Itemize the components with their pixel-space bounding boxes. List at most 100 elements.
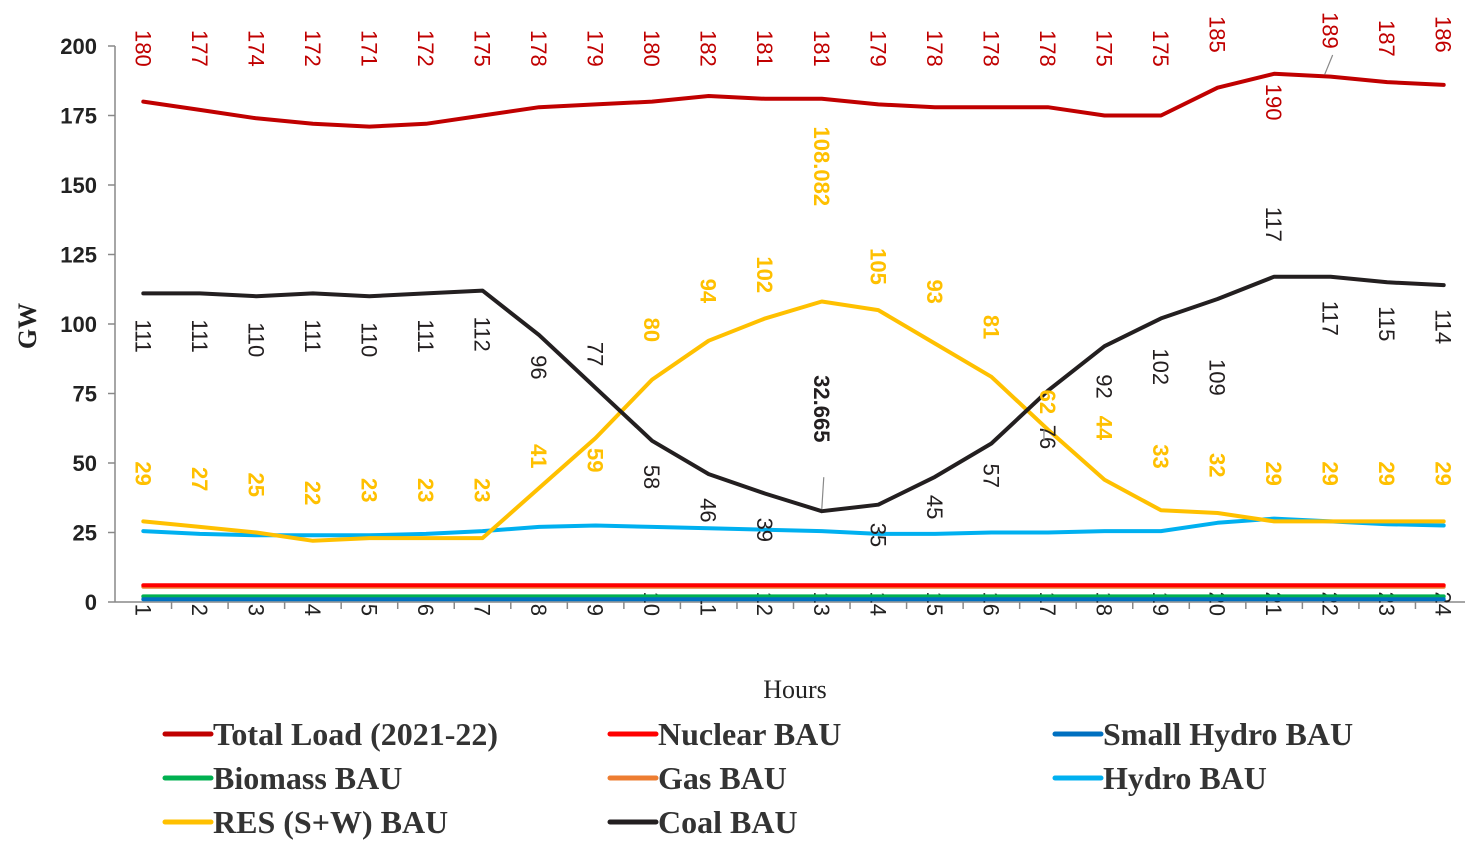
res-data-label: 25 — [243, 473, 268, 497]
coal-data-label: 77 — [583, 342, 608, 366]
coal-data-label: 92 — [1091, 374, 1116, 398]
load-data-label: 177 — [187, 30, 212, 67]
legend: Total Load (2021-22) Nuclear BAU Small Hyd… — [162, 716, 1353, 840]
x-axis-title: Hours — [763, 675, 827, 704]
series-line-5 — [141, 516, 1446, 538]
coal-data-label: 117 — [1318, 301, 1343, 336]
data-labels: 180 177 174 172 171 172 175 178 179 180 182 181 181 1… — [130, 12, 1455, 547]
res-data-label: 44 — [1091, 416, 1116, 441]
load-data-label: 180 — [130, 30, 155, 67]
coal-data-label: 46 — [696, 498, 721, 522]
series-lines — [141, 71, 1446, 602]
res-data-label: 22 — [300, 481, 325, 505]
coal-data-label: 96 — [526, 355, 551, 379]
load-data-label: 172 — [300, 30, 325, 67]
load-data-label: 171 — [356, 30, 381, 67]
legend-label-4: Gas BAU — [658, 760, 787, 796]
coal-data-label: 110 — [243, 322, 268, 357]
load-data-label: 186 — [1431, 16, 1456, 53]
coal-data-label: 35 — [865, 523, 890, 547]
y-tick-label: 200 — [60, 34, 97, 59]
load-data-label: 180 — [639, 30, 664, 67]
coal-data-label: 110 — [356, 322, 381, 357]
y-tick-label: 150 — [60, 173, 97, 198]
coal-data-label: 32.665 — [809, 375, 834, 442]
coal-data-label: 102 — [1148, 348, 1173, 385]
x-tick-label: 9 — [583, 604, 608, 616]
res-data-label: 41 — [526, 444, 551, 468]
res-data-label: 62 — [1035, 390, 1060, 414]
coal-data-label: 112 — [470, 317, 495, 352]
y-tick-label: 125 — [60, 243, 97, 268]
load-data-label: 189 — [1318, 12, 1343, 49]
load-data-label: 178 — [922, 30, 947, 67]
res-data-label: 81 — [978, 315, 1003, 339]
series-line-0 — [141, 71, 1446, 129]
coal-data-label: 109 — [1205, 359, 1230, 396]
load-data-label: 182 — [696, 30, 721, 67]
series-line-7 — [141, 274, 1446, 514]
legend-label-5: Hydro BAU — [1103, 760, 1267, 796]
coal-data-label: 111 — [413, 319, 438, 352]
load-data-label: 187 — [1374, 20, 1399, 57]
load-data-label: 181 — [809, 30, 834, 67]
legend-label-1: Nuclear BAU — [658, 716, 841, 752]
res-data-label: 105 — [865, 248, 890, 285]
coal-data-label: 76 — [1035, 425, 1060, 449]
coal-label-leader — [821, 477, 825, 510]
res-data-label: 23 — [356, 478, 381, 502]
y-tick-label: 50 — [73, 451, 97, 476]
legend-label-2: Small Hydro BAU — [1103, 716, 1353, 752]
y-tick-label: 175 — [60, 104, 97, 129]
load-data-label: 185 — [1205, 16, 1230, 53]
x-tick-label: 5 — [356, 604, 381, 616]
legend-label-3: Biomass BAU — [213, 760, 402, 796]
coal-data-label: 111 — [300, 319, 325, 352]
res-data-label: 32 — [1205, 453, 1230, 477]
res-data-label: 29 — [1318, 461, 1343, 485]
coal-data-label: 45 — [922, 495, 947, 519]
res-data-label: 23 — [413, 478, 438, 502]
load-data-label: 172 — [413, 30, 438, 67]
coal-data-label: 111 — [130, 319, 155, 352]
y-axis-title: GW — [13, 303, 42, 349]
res-data-label: 33 — [1148, 444, 1173, 468]
x-tick-label: 3 — [243, 604, 268, 616]
load-data-label: 179 — [865, 30, 890, 67]
y-tick-label: 25 — [73, 521, 97, 546]
coal-data-label: 39 — [752, 518, 777, 542]
res-data-label: 108.082 — [809, 127, 834, 207]
x-tick-label: 6 — [413, 604, 438, 616]
x-tick-label: 2 — [187, 604, 212, 616]
load-data-label: 178 — [526, 30, 551, 67]
load-data-label: 178 — [1035, 30, 1060, 67]
legend-label-7: Coal BAU — [658, 804, 798, 840]
legend-label-6: RES (S+W) BAU — [213, 804, 448, 840]
x-tick-label: 4 — [300, 604, 325, 616]
load-label-leader — [1324, 54, 1334, 75]
coal-data-label: 57 — [978, 464, 1003, 488]
res-data-label: 80 — [639, 318, 664, 342]
coal-data-label: 114 — [1431, 309, 1456, 344]
coal-data-label: 115 — [1374, 306, 1399, 341]
load-data-label: 175 — [1148, 30, 1173, 67]
res-data-label: 29 — [130, 461, 155, 485]
legend-label-0: Total Load (2021-22) — [213, 716, 498, 752]
series-line-6 — [141, 299, 1446, 543]
coal-data-label: 58 — [639, 465, 664, 489]
res-data-label: 27 — [187, 467, 212, 491]
load-data-label: 175 — [1091, 30, 1116, 67]
x-tick-label: 1 — [130, 604, 155, 616]
res-data-label: 93 — [922, 279, 947, 303]
x-tick-label: 8 — [526, 604, 551, 616]
res-data-label: 23 — [470, 478, 495, 502]
y-tick-label: 100 — [60, 312, 97, 337]
load-data-label: 175 — [470, 30, 495, 67]
y-tick-label: 0 — [85, 590, 97, 615]
coal-data-label: 111 — [187, 319, 212, 352]
y-tick-label: 75 — [73, 382, 97, 407]
res-data-label: 29 — [1431, 461, 1456, 485]
res-data-label: 94 — [696, 279, 721, 304]
load-data-label: 190 — [1261, 84, 1286, 121]
